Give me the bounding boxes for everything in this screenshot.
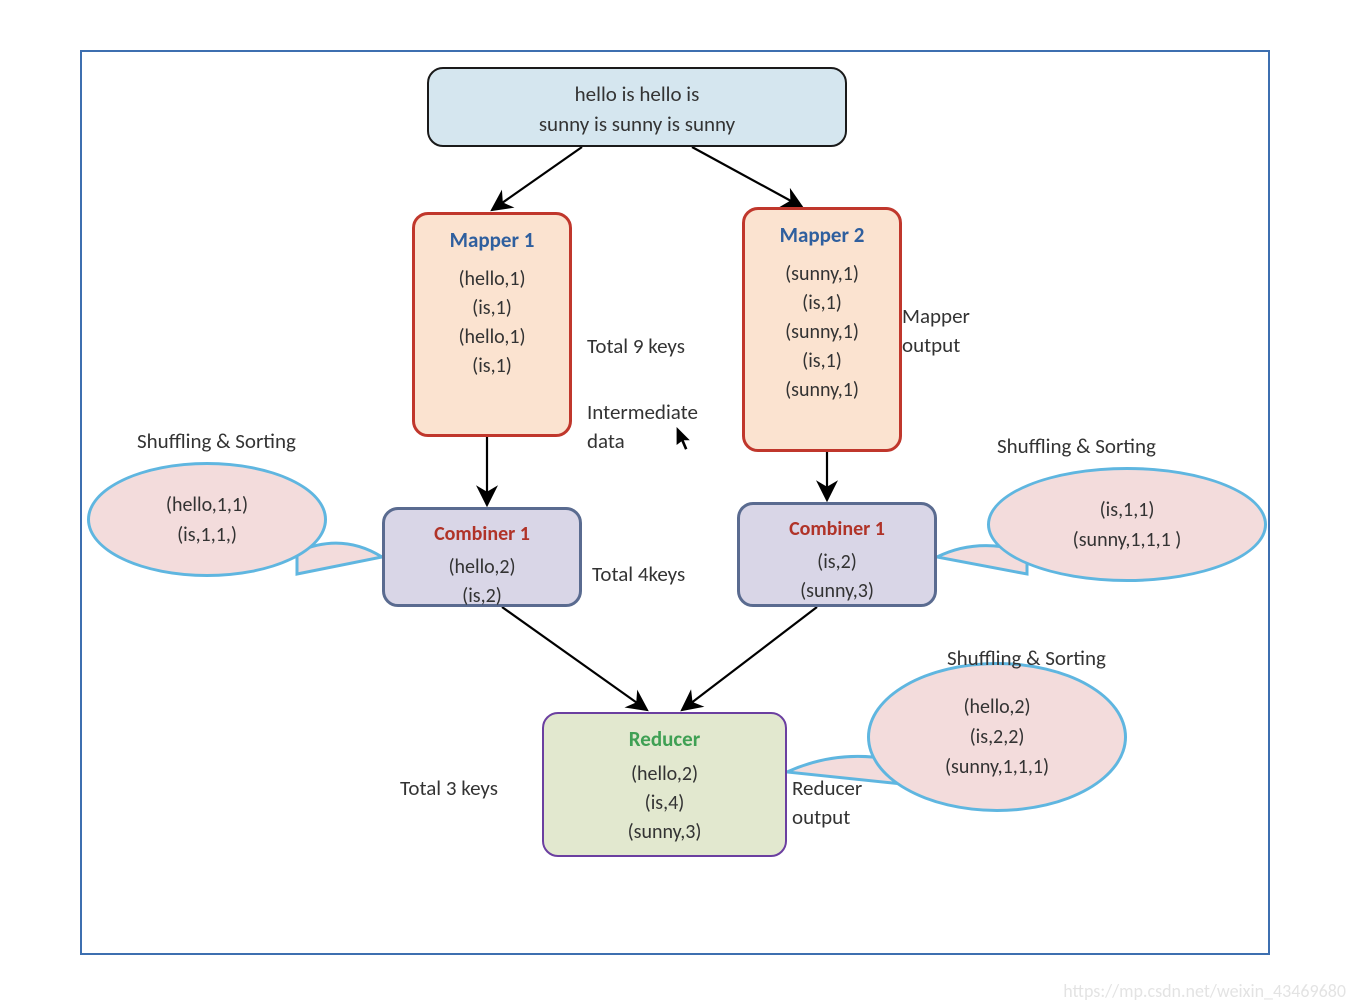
label-mapper-output: Mapper output <box>902 302 970 361</box>
node-line: (hello,2) <box>562 760 767 789</box>
node-line: (is,1) <box>763 289 881 318</box>
node-line: (hello,1) <box>433 265 551 294</box>
diagram-frame: hello is hello is sunny is sunny is sunn… <box>80 50 1270 955</box>
shuffle-bubble-bottom: (hello,2)(is,2,2)(sunny,1,1,1) <box>867 662 1127 812</box>
label-total-4: Total 4keys <box>592 560 685 589</box>
node-line: (hello,1) <box>433 323 551 352</box>
watermark-text: https://mp.csdn.net/weixin_43469680 <box>1063 980 1346 1002</box>
node-line: (hello,2) <box>403 553 561 582</box>
mapper-out-line: Mapper <box>902 302 970 331</box>
node-line: (is,1) <box>433 294 551 323</box>
bubble-line: (is,2,2) <box>970 722 1025 752</box>
node-line: (sunny,1) <box>763 376 881 405</box>
node-line: (is,2) <box>403 582 561 611</box>
label-shuffle-left: Shuffling & Sorting <box>137 427 296 456</box>
bubble-line: (sunny,1,1,1) <box>945 752 1049 782</box>
bubble-line: (is,1,1) <box>1100 495 1155 525</box>
node-line: (sunny,1) <box>763 318 881 347</box>
node-line: (sunny,3) <box>758 577 916 606</box>
label-shuffle-bottom: Shuffling & Sorting <box>947 644 1106 673</box>
bubble-line: (hello,1,1) <box>166 490 248 520</box>
mapper-1-title: Mapper 1 <box>433 225 551 255</box>
mapper-1-box: Mapper 1 (hello,1)(is,1)(hello,1)(is,1) <box>412 212 572 437</box>
node-line: (sunny,3) <box>562 818 767 847</box>
label-total-9: Total 9 keys <box>587 332 685 361</box>
shuffle-bubble-left: (hello,1,1)(is,1,1,) <box>87 462 327 577</box>
node-line: (is,1) <box>763 347 881 376</box>
input-box: hello is hello is sunny is sunny is sunn… <box>427 67 847 147</box>
node-line: (is,1) <box>433 352 551 381</box>
mapper-out-line: output <box>902 331 970 360</box>
combiner-2-box: Combiner 1 (is,2)(sunny,3) <box>737 502 937 607</box>
bubble-line: (hello,2) <box>963 692 1030 722</box>
mapper-2-box: Mapper 2 (sunny,1)(is,1)(sunny,1)(is,1)(… <box>742 207 902 452</box>
reducer-title: Reducer <box>562 724 767 754</box>
reducer-box: Reducer (hello,2)(is,4)(sunny,3) <box>542 712 787 857</box>
combiner-2-title: Combiner 1 <box>758 515 916 544</box>
node-line: (is,4) <box>562 789 767 818</box>
input-line: hello is hello is <box>447 79 827 109</box>
label-total-3: Total 3 keys <box>400 774 498 803</box>
label-reducer-output: Reducer output <box>792 774 862 833</box>
combiner-1-title: Combiner 1 <box>403 520 561 549</box>
intermediate-line: Intermediate <box>587 398 698 427</box>
cursor-icon <box>676 427 694 451</box>
reducer-out-line: output <box>792 803 862 832</box>
reducer-out-line: Reducer <box>792 774 862 803</box>
label-shuffle-right: Shuffling & Sorting <box>997 432 1156 461</box>
node-line: (is,2) <box>758 548 916 577</box>
shuffle-bubble-right: (is,1,1)(sunny,1,1,1 ) <box>987 467 1267 582</box>
input-line: sunny is sunny is sunny <box>447 109 827 139</box>
bubble-line: (sunny,1,1,1 ) <box>1073 525 1182 555</box>
combiner-1-box: Combiner 1 (hello,2)(is,2) <box>382 507 582 607</box>
mapper-2-title: Mapper 2 <box>763 220 881 250</box>
node-line: (sunny,1) <box>763 260 881 289</box>
bubble-line: (is,1,1,) <box>177 520 237 550</box>
